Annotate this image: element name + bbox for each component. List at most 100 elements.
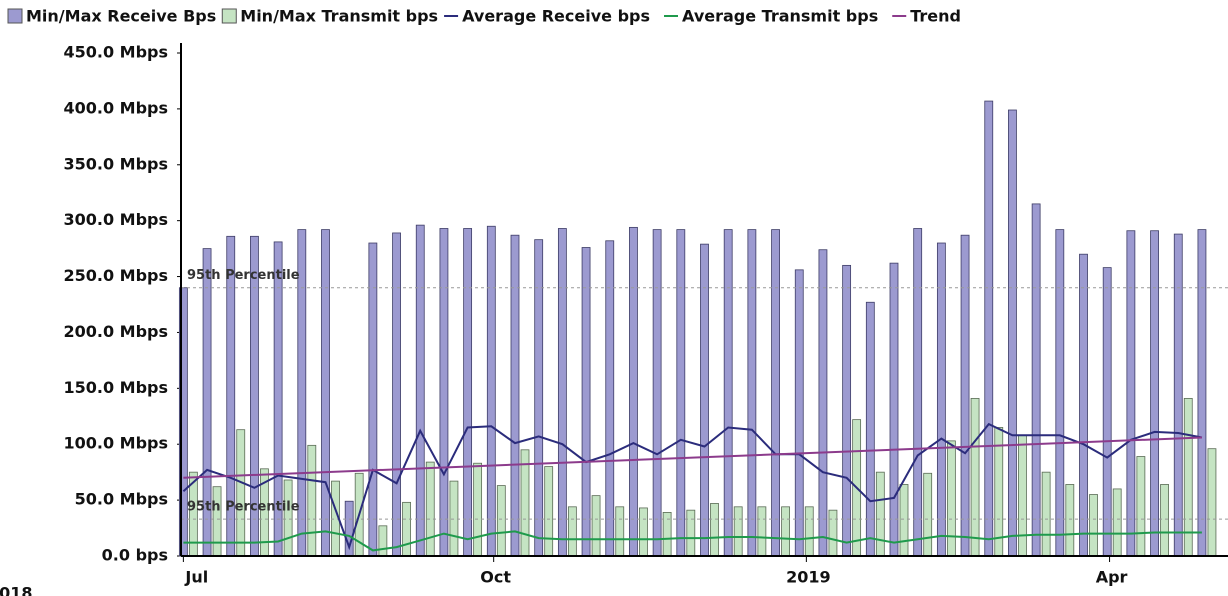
bar [970,397,980,557]
percentile-label: 95th Percentile [187,500,300,515]
bar [1136,456,1146,557]
y-tick-label: 350.0 Mbps [63,154,168,173]
bar [875,471,885,557]
bar [804,506,814,557]
bar [1041,471,1051,557]
legend-label: Min/Max Receive Bps [26,7,216,26]
bar [392,232,401,557]
bar [747,229,757,557]
bar [1031,203,1041,557]
bar [368,242,378,557]
bar [415,224,425,557]
x-tick-label: Jul [184,568,208,587]
legend-label: Min/Max Transmit bps [240,7,438,26]
bar [639,507,648,557]
bar [581,247,591,557]
bar [1055,229,1065,557]
x-tick-label: Oct [480,568,511,587]
bar [1102,267,1112,557]
bar [1008,109,1017,557]
y-tick-label: 100.0 Mbps [63,434,168,453]
bar [899,484,909,557]
bar [321,229,330,557]
year-label: 2018 [0,584,33,596]
bar [913,228,923,557]
x-tick-label: Apr [1096,568,1128,587]
y-tick-label: 50.0 Mbps [75,490,168,509]
bar [1079,253,1088,557]
bar [710,503,719,557]
trend-line [183,436,1202,479]
bar [402,501,411,557]
legend-swatch [7,8,23,24]
y-tick-label: 250.0 Mbps [63,266,168,285]
bar [283,479,293,557]
bar [946,440,956,557]
bar [865,301,875,557]
bar [1112,488,1122,557]
line [183,530,1202,552]
y-tick-label: 200.0 Mbps [63,322,168,341]
bar [567,506,577,557]
bar [236,429,246,557]
bar [1207,448,1217,557]
bar [557,228,567,557]
bar [828,509,838,557]
bar [733,506,743,557]
bar [889,262,899,557]
bar [615,506,625,557]
bar [686,509,696,557]
bar [794,269,804,557]
bar [591,495,601,557]
legend-label: Average Receive bps [462,7,650,26]
y-tick-label: 400.0 Mbps [63,98,168,117]
bar [544,466,554,557]
bar [1160,484,1169,557]
bar [449,480,459,557]
bar [960,234,970,557]
bar [1126,230,1136,557]
legend-label: Average Transmit bps [682,7,878,26]
legend-swatch [221,8,237,24]
bar [771,229,780,557]
bar [723,229,733,557]
x-tick-label: 2019 [786,568,831,587]
bar [496,485,506,557]
bar [1173,233,1183,557]
bar [1065,484,1075,557]
bar [984,100,994,557]
bar [842,264,852,557]
bar [307,444,317,557]
bar [212,486,222,557]
y-tick-label: 150.0 Mbps [63,378,168,397]
bar [378,525,388,557]
y-tick-label: 300.0 Mbps [63,210,168,229]
bar [700,243,709,557]
bar [520,449,530,557]
bar [534,239,544,557]
bar [463,228,473,557]
bar [936,242,946,557]
bar [757,506,767,557]
percentile-label: 95th Percentile [187,268,300,283]
bar [781,506,790,557]
bar [629,226,638,557]
legend-label: Trend [910,7,961,26]
line [182,422,1203,551]
bar [473,462,483,557]
bar [486,225,496,557]
bar [1089,494,1098,557]
y-tick-label: 450.0 Mbps [63,43,168,62]
bar [1150,230,1159,557]
bar [439,228,449,557]
bar [923,472,933,557]
bar [425,461,435,557]
bar [818,249,828,557]
bar [1197,229,1207,557]
bar [1018,434,1027,557]
bar [510,234,520,557]
bar [652,229,662,557]
bar [676,229,686,557]
y-tick-label: 0.0 bps [102,546,168,565]
